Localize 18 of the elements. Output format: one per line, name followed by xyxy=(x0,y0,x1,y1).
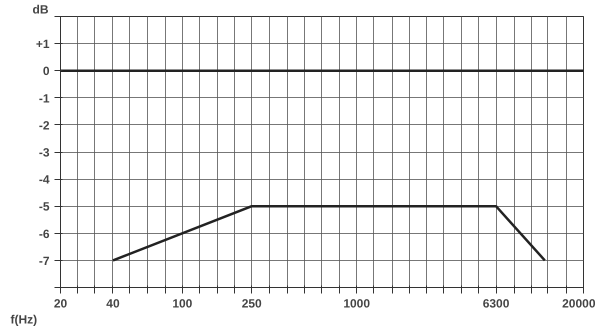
y-tick-label: -1 xyxy=(38,91,50,106)
y-tick-label: -2 xyxy=(38,118,50,132)
y-tick-label: 0 xyxy=(42,64,50,78)
x-tick-label: 6300 xyxy=(482,296,510,310)
y-axis-title: dB xyxy=(32,2,49,16)
x-tick-label: 40 xyxy=(106,296,120,310)
x-axis-title: f(Hz) xyxy=(10,312,38,326)
y-tick-label: -3 xyxy=(38,146,50,160)
y-tick-label: -5 xyxy=(38,200,50,214)
y-tick-label: -7 xyxy=(38,254,50,268)
y-tick-label: +1 xyxy=(36,37,50,52)
x-tick-label: 1000 xyxy=(343,296,370,310)
x-tick-label: 250 xyxy=(242,296,262,310)
y-tick-label: -4 xyxy=(38,172,50,187)
x-tick-label: 20 xyxy=(54,296,68,310)
y-tick-label: -6 xyxy=(38,226,50,241)
x-tick-label: 100 xyxy=(172,296,193,310)
x-tick-label: 20000 xyxy=(562,296,595,310)
